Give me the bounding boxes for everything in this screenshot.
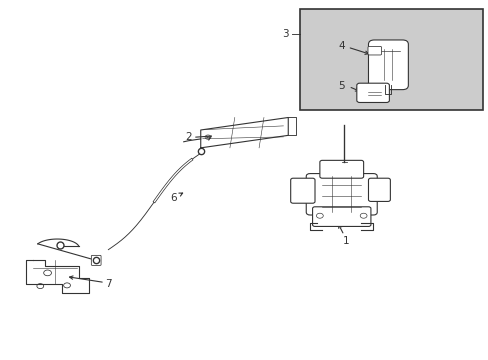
Text: 1: 1 xyxy=(343,236,349,246)
Text: 4: 4 xyxy=(338,41,345,51)
Text: 7: 7 xyxy=(105,279,111,289)
FancyBboxPatch shape xyxy=(356,83,388,103)
FancyBboxPatch shape xyxy=(312,207,370,226)
FancyBboxPatch shape xyxy=(319,160,363,178)
FancyBboxPatch shape xyxy=(91,255,101,265)
FancyBboxPatch shape xyxy=(367,46,381,55)
Bar xyxy=(300,9,482,111)
FancyBboxPatch shape xyxy=(368,178,389,202)
Text: 2: 2 xyxy=(185,132,191,142)
Text: 5: 5 xyxy=(338,81,345,91)
Text: 6: 6 xyxy=(170,193,177,203)
FancyBboxPatch shape xyxy=(305,174,376,215)
FancyBboxPatch shape xyxy=(290,178,314,203)
FancyBboxPatch shape xyxy=(368,40,407,90)
Polygon shape xyxy=(201,117,287,148)
Text: 3: 3 xyxy=(282,29,288,39)
Polygon shape xyxy=(26,260,89,293)
